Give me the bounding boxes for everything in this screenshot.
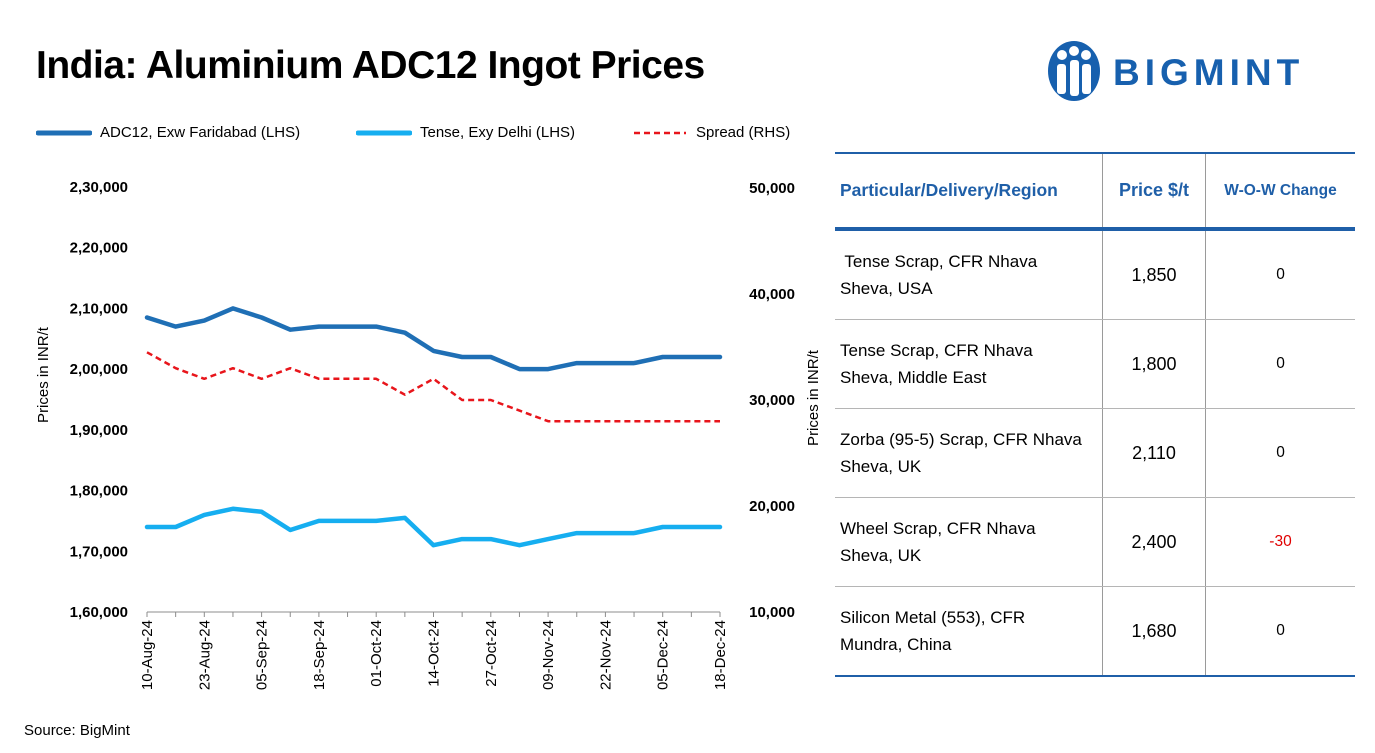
bigmint-logo-icon: [1048, 41, 1100, 101]
y-left-tick-label: 2,10,000: [70, 300, 128, 317]
y-right-tick-label: 30,000: [749, 392, 795, 409]
x-tick-label: 27-Oct-24: [483, 620, 500, 687]
legend-label-spread: Spread (RHS): [696, 124, 791, 141]
row-particular: Wheel Scrap, CFR Nhava Sheva, UK: [835, 497, 1103, 587]
x-tick-label: 23-Aug-24: [196, 620, 213, 690]
legend-item-tense: Tense, Exy Delhi (LHS): [356, 124, 575, 141]
row-change: 0: [1205, 319, 1355, 409]
legend-label-tense: Tense, Exy Delhi (LHS): [420, 124, 576, 141]
y-left-tick-label: 2,20,000: [70, 240, 128, 257]
table-row: Tense Scrap, CFR Nhava Sheva, Middle East…: [835, 319, 1355, 409]
legend-swatch-adc12: [36, 130, 92, 135]
y-left-tick-label: 1,60,000: [70, 604, 128, 621]
x-tick-label: 10-Aug-24: [139, 620, 156, 690]
y-left-tick-label: 1,70,000: [70, 543, 128, 560]
x-tick-label: 18-Sep-24: [311, 620, 328, 690]
row-price: 1,800: [1102, 319, 1206, 409]
row-change: 0: [1205, 408, 1355, 498]
logo-wordmark: BIGMINT: [1113, 52, 1305, 93]
row-change: 0: [1205, 229, 1355, 320]
row-change: -30: [1205, 497, 1355, 587]
line-chart: 10-Aug-24 23-Aug-24 05-Sep-24 18-Sep-24 01-O…: [35, 179, 820, 690]
legend-item-spread: Spread (RHS): [632, 124, 790, 141]
legend-swatch-spread: [634, 131, 686, 134]
y-right-tick-label: 20,000: [749, 498, 795, 515]
series-line-adc12: [144, 306, 723, 372]
row-price: 1,680: [1102, 586, 1206, 677]
series-line-tense: [144, 506, 723, 548]
table-header-row: Particular/Delivery/Region Price $/t W-O…: [835, 152, 1355, 231]
price-table: Particular/Delivery/Region Price $/t W-O…: [835, 152, 1355, 677]
x-tick-label: 05-Dec-24: [655, 620, 672, 690]
table-row: Wheel Scrap, CFR Nhava Sheva, UK 2,400 -3…: [835, 497, 1355, 587]
y-left-tick-label: 1,80,000: [70, 483, 128, 500]
header-particular: Particular/Delivery/Region: [835, 152, 1103, 231]
row-particular: Tense Scrap, CFR Nhava Sheva, Middle East: [835, 319, 1103, 409]
row-change: 0: [1205, 586, 1355, 677]
y-left-tick-label: 2,30,000: [70, 179, 128, 196]
row-price: 1,850: [1102, 229, 1206, 320]
table-row: Tense Scrap, CFR Nhava Sheva, USA 1,850 0: [835, 229, 1355, 320]
legend-swatch-tense: [356, 130, 412, 135]
brand-logo: BIGMINT: [1047, 40, 1337, 104]
header-wow-change: W-O-W Change: [1205, 152, 1355, 231]
chart-legend: ADC12, Exw Faridabad (LHS) Tense, Exy De…: [36, 124, 816, 148]
header-price: Price $/t: [1102, 152, 1206, 231]
x-tick-label: 22-Nov-24: [597, 620, 614, 690]
x-tick-label: 09-Nov-24: [540, 620, 557, 690]
row-particular: Tense Scrap, CFR Nhava Sheva, USA: [835, 229, 1103, 320]
y-right-axis-title: Prices in INR/t: [805, 349, 820, 446]
y-left-axis-title: Prices in INR/t: [35, 326, 52, 423]
y-right-tick-label: 50,000: [749, 180, 795, 197]
y-right-tick-label: 40,000: [749, 286, 795, 303]
y-left-tick-label: 2,00,000: [70, 361, 128, 378]
x-tick-label: 05-Sep-24: [254, 620, 271, 690]
series-line-spread: [146, 351, 720, 423]
table-row: Zorba (95-5) Scrap, CFR Nhava Sheva, UK 2…: [835, 408, 1355, 498]
x-tick-label: 14-Oct-24: [426, 620, 443, 687]
source-note: Source: BigMint: [24, 722, 130, 739]
table-row: Silicon Metal (553), CFR Mundra, China 1,…: [835, 586, 1355, 677]
y-right-tick-label: 10,000: [749, 604, 795, 621]
row-price: 2,400: [1102, 497, 1206, 587]
row-price: 2,110: [1102, 408, 1206, 498]
x-tick-label: 18-Dec-24: [712, 620, 729, 690]
row-particular: Zorba (95-5) Scrap, CFR Nhava Sheva, UK: [835, 408, 1103, 498]
page-title: India: Aluminium ADC12 Ingot Prices: [36, 44, 705, 87]
x-tick-label: 01-Oct-24: [368, 620, 385, 687]
legend-label-adc12: ADC12, Exw Faridabad (LHS): [100, 124, 301, 141]
y-left-tick-label: 1,90,000: [70, 422, 128, 439]
row-particular: Silicon Metal (553), CFR Mundra, China: [835, 586, 1103, 677]
legend-item-adc12: ADC12, Exw Faridabad (LHS): [36, 124, 300, 141]
